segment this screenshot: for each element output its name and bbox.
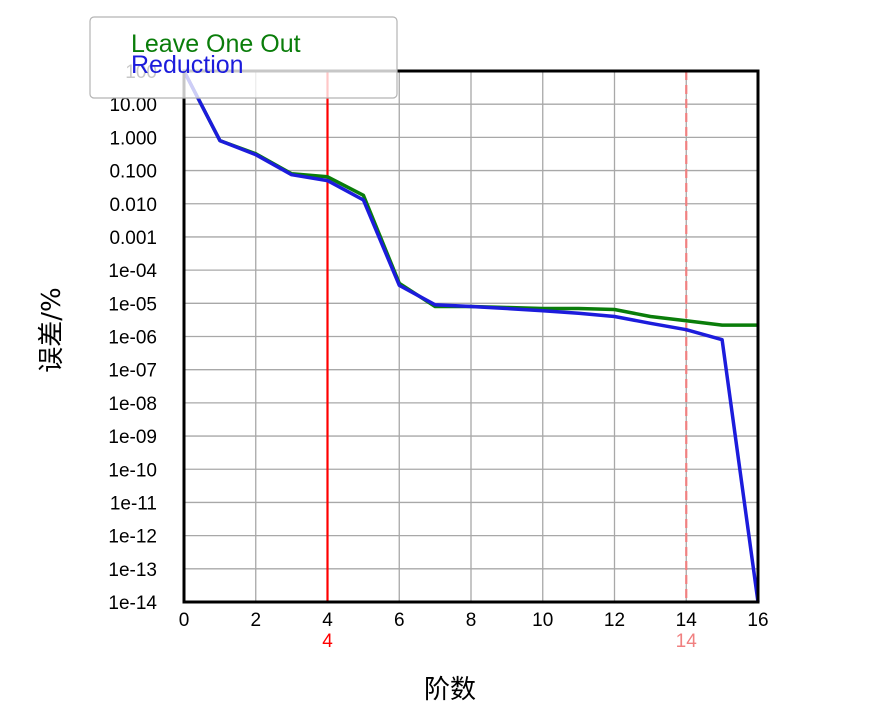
legend-box xyxy=(89,16,398,99)
x-tick-label: 8 xyxy=(466,610,477,631)
y-tick-label: 1e-04 xyxy=(108,261,157,282)
y-tick-labels: 1e-14 1e-13 1e-12 1e-11 1e-10 1e-09 1e-08 1e-07… xyxy=(108,62,157,614)
plot-frame xyxy=(182,69,760,604)
marker-label-4: 4 xyxy=(322,631,333,652)
grid xyxy=(183,70,759,603)
y-tick-label: 0.100 xyxy=(109,162,157,183)
y-tick-label: 0.001 xyxy=(109,228,157,249)
y-tick-label: 1e-08 xyxy=(108,394,157,415)
series-lines xyxy=(182,70,760,603)
marker-label-14: 14 xyxy=(676,631,698,652)
x-tick-labels: 0 2 4 6 8 10 12 14 16 xyxy=(179,610,769,631)
y-tick-label: 1e-10 xyxy=(108,460,157,481)
x-tick-label: 12 xyxy=(604,610,625,631)
y-tick-label: 1e-13 xyxy=(108,560,157,581)
y-tick-label: 10.00 xyxy=(109,95,157,116)
marker-labels: 4 14 xyxy=(322,631,697,652)
y-tick-label: 1e-09 xyxy=(108,427,157,448)
x-tick-label: 0 xyxy=(179,610,190,631)
y-tick-label: 1e-06 xyxy=(108,328,157,349)
series-line-reduction xyxy=(182,70,760,603)
y-tick-label: 1e-11 xyxy=(110,493,157,514)
legend-entry: Reduction xyxy=(131,51,244,79)
x-tick-label: 10 xyxy=(532,610,553,631)
y-tick-label: 1e-05 xyxy=(108,294,157,315)
x-tick-label: 14 xyxy=(676,610,698,631)
y-tick-label: 0.010 xyxy=(109,195,157,216)
x-tick-label: 16 xyxy=(747,610,768,631)
x-tick-label: 6 xyxy=(394,610,405,631)
marker-lines xyxy=(326,71,688,602)
y-axis-label: 误差/% xyxy=(37,287,67,372)
y-tick-label: 1e-14 xyxy=(108,593,157,614)
y-tick-label: 1e-12 xyxy=(108,527,157,548)
x-axis-label: 阶数 xyxy=(424,675,476,705)
y-tick-label: 1e-07 xyxy=(108,361,157,382)
legend-entry: Leave One Out xyxy=(131,30,301,58)
x-tick-label: 4 xyxy=(322,610,333,631)
x-tick-label: 2 xyxy=(250,610,261,631)
y-tick-label: 1.000 xyxy=(109,128,157,149)
